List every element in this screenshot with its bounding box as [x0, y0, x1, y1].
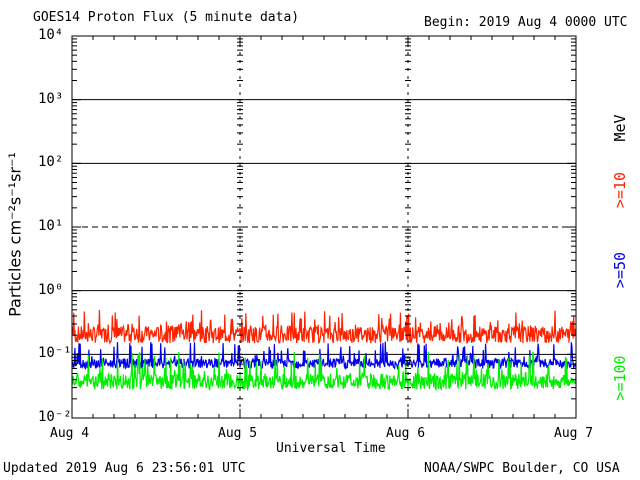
y-tick-label: 10⁻²: [38, 409, 72, 425]
x-tick-label: Aug 4: [50, 426, 90, 441]
series-line-0: [71, 309, 577, 345]
begin-label: Begin: 2019 Aug 4 0000 UTC: [424, 15, 628, 30]
x-axis-label: Universal Time: [276, 441, 386, 456]
y-tick-label: 10⁴: [38, 27, 64, 43]
grid-lines: [72, 36, 576, 418]
y-tick-label: 10¹: [38, 218, 64, 234]
series-line-1: [72, 341, 577, 371]
x-tick-label: Aug 7: [554, 426, 594, 441]
updated-label: Updated 2019 Aug 6 23:56:01 UTC: [3, 461, 246, 476]
y-tick-label: 10³: [38, 90, 64, 107]
x-tick-label: Aug 5: [218, 426, 258, 441]
y-tick-label: 10⁻¹: [38, 345, 72, 362]
legend-item-100: >=100: [611, 355, 629, 401]
y-tick-label: 10⁰: [38, 281, 64, 298]
chart-title: GOES14 Proton Flux (5 minute data): [33, 10, 300, 25]
y-axis-label: Particles cm⁻²s⁻¹sr⁻¹: [5, 152, 25, 317]
series-lines: [71, 309, 577, 392]
series-line-2: [71, 351, 577, 392]
y-tick-label: 10²: [38, 154, 64, 171]
plot-frame: [71, 35, 577, 419]
legend-item-50: >=50: [611, 251, 629, 289]
legend-item-10: >=10: [611, 171, 629, 209]
source-label: NOAA/SWPC Boulder, CO USA: [424, 461, 620, 476]
x-tick-label: Aug 6: [386, 426, 426, 441]
